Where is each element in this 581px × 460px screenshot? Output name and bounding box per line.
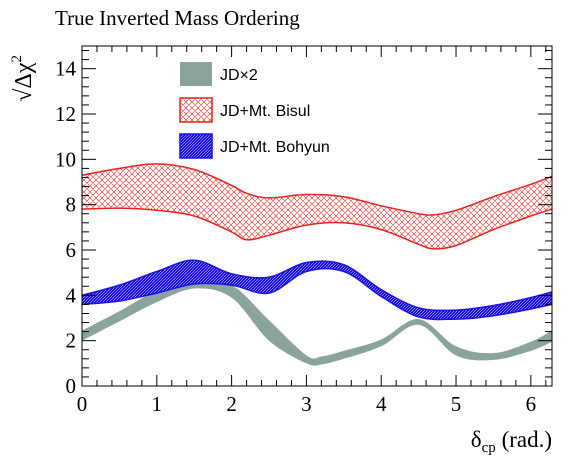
x-tick-label: 2 bbox=[226, 392, 237, 416]
band-1 bbox=[82, 163, 552, 249]
x-axis-label-unit: (rad.) bbox=[496, 427, 552, 452]
band-2-upper-edge bbox=[82, 259, 552, 312]
bands-layer bbox=[82, 163, 552, 366]
legend-swatch-1 bbox=[179, 97, 213, 123]
y-tick-label: 6 bbox=[66, 238, 77, 262]
y-axis-label: √Δχ2 bbox=[9, 55, 37, 102]
legend-swatch-2 bbox=[179, 133, 213, 159]
legend-label-1: JD+Mt. Bisul bbox=[220, 103, 310, 120]
legend-label-0: JD×2 bbox=[220, 67, 258, 84]
y-axis-label-root: √ bbox=[11, 88, 37, 102]
legend-label-2: JD+Mt. Bohyun bbox=[220, 139, 330, 156]
legend-swatch-0 bbox=[180, 62, 212, 86]
y-tick-label: 4 bbox=[66, 283, 77, 307]
x-axis-label-sub: cp bbox=[482, 440, 496, 456]
band-1-lower-edge bbox=[82, 207, 552, 250]
band-0 bbox=[82, 279, 552, 366]
band-2 bbox=[82, 260, 552, 320]
y-tick-label: 10 bbox=[55, 147, 76, 171]
x-axis-label: δcp (rad.) bbox=[471, 427, 552, 456]
band-2-lower-edge bbox=[82, 267, 552, 321]
y-tick-label: 14 bbox=[55, 57, 77, 81]
y-tick-label: 12 bbox=[55, 102, 76, 126]
x-tick-label: 4 bbox=[376, 392, 387, 416]
x-tick-label: 6 bbox=[526, 392, 537, 416]
x-tick-label: 1 bbox=[152, 392, 163, 416]
y-tick-label: 2 bbox=[66, 329, 77, 353]
y-tick-label: 8 bbox=[66, 193, 77, 217]
x-tick-label: 5 bbox=[451, 392, 462, 416]
x-tick-label: 0 bbox=[77, 392, 88, 416]
y-tick-label: 0 bbox=[66, 374, 77, 398]
band-1-upper-edge bbox=[82, 163, 552, 216]
x-axis-label-main: δ bbox=[471, 427, 482, 452]
svg-text:√Δχ2: √Δχ2 bbox=[9, 55, 37, 102]
y-axis-label-sup: 2 bbox=[9, 55, 25, 63]
legend: JD×2 JD+Mt. Bisul JD+Mt. Bohyun bbox=[179, 62, 330, 159]
x-tick-label: 3 bbox=[301, 392, 312, 416]
plot-frame bbox=[81, 45, 553, 387]
y-axis-label-main: Δχ bbox=[11, 62, 37, 88]
chart-title: True Inverted Mass Ordering bbox=[55, 6, 300, 30]
